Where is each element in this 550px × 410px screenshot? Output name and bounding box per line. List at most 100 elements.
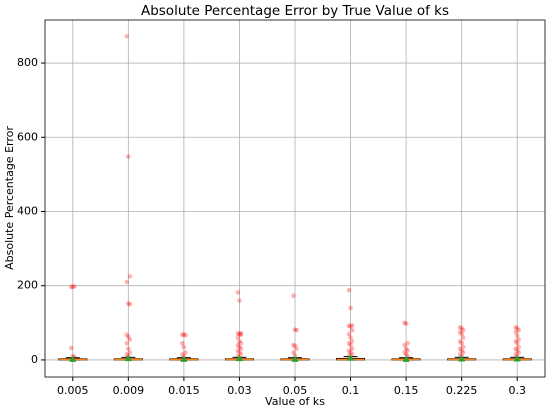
outlier [292, 327, 298, 332]
outlier [127, 337, 133, 342]
outlier [181, 344, 187, 350]
outlier [516, 337, 522, 342]
outlier [180, 352, 185, 357]
outlier [124, 279, 130, 285]
outlier [513, 346, 519, 352]
outlier [516, 344, 522, 350]
outlier [235, 342, 241, 348]
y-axis-label: Absolute Percentage Error [3, 126, 16, 270]
y-tick-label: 800 [17, 56, 38, 69]
outlier [459, 348, 464, 353]
outlier [126, 154, 131, 159]
outlier [459, 326, 464, 331]
x-tick-label: 0.1 [342, 384, 360, 397]
outlier [346, 323, 352, 329]
outlier [348, 324, 353, 329]
outlier [403, 321, 409, 326]
outlier [405, 348, 410, 353]
x-tick-label: 0.009 [113, 384, 145, 397]
outlier [348, 335, 353, 340]
outlier [460, 327, 466, 333]
outlier [291, 350, 296, 355]
outlier [68, 345, 74, 351]
outlier [346, 331, 352, 337]
outlier [349, 323, 355, 328]
x-tick-label: 0.015 [168, 384, 200, 397]
y-tick-label: 400 [17, 204, 38, 217]
outlier [127, 274, 133, 279]
outlier [457, 346, 463, 352]
mean-marker [402, 355, 410, 362]
mean-marker [180, 355, 188, 362]
x-tick-label: 0.3 [508, 384, 526, 397]
outlier [514, 333, 520, 339]
outlier [460, 350, 466, 355]
outlier [457, 352, 463, 357]
plot-frame [44, 19, 546, 378]
outlier [514, 348, 520, 353]
outlier [235, 348, 241, 353]
outlier [402, 342, 407, 348]
outlier [126, 301, 131, 306]
outlier [349, 339, 355, 344]
x-tick-label: 0.15 [394, 384, 419, 397]
y-tick-label: 200 [17, 279, 38, 292]
outlier [514, 326, 520, 331]
outlier [291, 342, 296, 348]
outlier [348, 305, 353, 311]
mean-marker [458, 354, 466, 362]
outlier [127, 350, 133, 355]
outlier [402, 320, 407, 326]
outlier [348, 342, 353, 348]
outlier [457, 329, 463, 335]
outlier [181, 332, 187, 337]
mean-marker [69, 355, 77, 362]
outlier [68, 284, 74, 290]
outlier [237, 331, 242, 337]
outlier [238, 340, 244, 346]
outlier [71, 284, 77, 289]
outlier [513, 339, 519, 344]
outlier [294, 346, 299, 352]
outlier [405, 340, 410, 346]
outlier [346, 287, 352, 293]
outlier [180, 332, 185, 337]
outlier [516, 350, 522, 355]
outlier [127, 301, 133, 307]
x-tick-label: 0.005 [57, 384, 89, 397]
mean-marker [124, 354, 132, 362]
outlier [235, 331, 241, 336]
outlier [126, 334, 131, 340]
y-tick-label: 600 [17, 130, 38, 143]
outlier [349, 327, 355, 333]
outlier [459, 331, 464, 337]
outlier [124, 34, 130, 39]
outlier [457, 339, 463, 344]
outlier [346, 348, 352, 353]
outlier [124, 332, 130, 337]
outlier [513, 324, 519, 330]
x-tick-label: 0.03 [227, 384, 252, 397]
outlier [516, 327, 522, 333]
outlier [292, 343, 298, 349]
outlier [402, 350, 407, 355]
outlier [235, 335, 241, 340]
outlier [124, 340, 130, 346]
x-tick-label: 0.225 [446, 384, 478, 397]
outlier [237, 344, 242, 350]
outlier [460, 344, 466, 350]
outlier [70, 284, 76, 290]
mean-marker [347, 354, 355, 361]
outlier [238, 332, 244, 337]
outlier [513, 329, 519, 335]
outlier [237, 339, 242, 344]
x-tick-label: 0.05 [283, 384, 308, 397]
outlier [237, 350, 242, 355]
mean-marker [235, 354, 243, 362]
outlier [403, 352, 409, 357]
outlier [237, 298, 242, 303]
outlier [514, 340, 520, 346]
outlier [513, 352, 519, 357]
chart-title: Absolute Percentage Error by True Value … [141, 3, 449, 19]
